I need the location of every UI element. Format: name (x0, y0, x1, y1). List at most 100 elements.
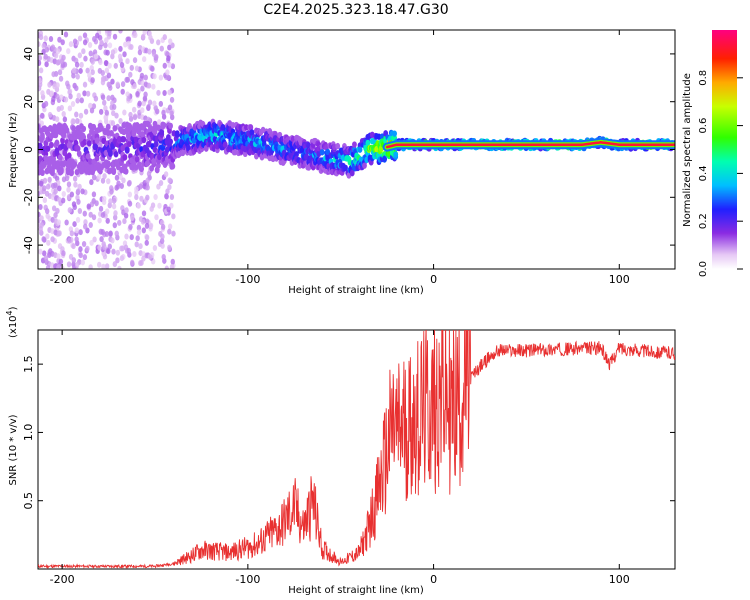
spectrogram-noise-point (169, 110, 174, 117)
spectrogram-ridge-point (249, 129, 255, 136)
spectrogram-noise-point (123, 212, 129, 219)
spectrogram-ridge-point (139, 165, 145, 173)
spectrogram-noise-point (141, 56, 147, 63)
spectrogram-noise-point (165, 74, 171, 81)
spectrogram-noise-point (145, 218, 150, 225)
spectrogram-noise-point (171, 230, 176, 237)
spectrogram-noise-point (169, 202, 174, 209)
spectrogram-noise-point (126, 247, 131, 254)
spectrogram-noise-point (60, 39, 65, 46)
spectrogram-ridge-point (222, 141, 228, 148)
spectrogram-noise-point (112, 261, 118, 268)
spectrogram-noise-point (83, 108, 89, 115)
spectrogram-noise-point (136, 202, 141, 209)
spectrogram-noise-point (51, 96, 56, 103)
colorbar-tick-label: 0.8 (698, 70, 709, 86)
spectrogram-noise-point (126, 95, 131, 102)
spectrogram-ridge-point (91, 123, 97, 131)
snr-x-tick-label: -100 (235, 573, 260, 586)
spectrogram-noise-point (79, 97, 84, 104)
snr-panel: -200 -100 0 100 0.5 1.0 1.5 Height of straight… (5, 306, 676, 596)
spectrogram-noise-point (61, 250, 66, 257)
spectrogram-noise-point (100, 211, 106, 218)
spectrogram-noise-point (144, 234, 150, 241)
spectrogram-ridge-point (319, 149, 325, 156)
spectrogram-noise-point (53, 212, 58, 219)
spectrogram-noise-point (139, 195, 144, 202)
spectrogram-ridge-point (108, 150, 113, 157)
spectrogram-noise-point (103, 42, 108, 49)
spectrogram-noise-point (77, 207, 83, 214)
spectrogram-ridge-point (121, 136, 127, 143)
spectrogram-noise-point (152, 100, 157, 107)
spectrogram-noise-point (161, 109, 166, 116)
spectrogram-noise-point (83, 55, 88, 62)
spectrogram-noise-point (157, 202, 162, 209)
spectrogram-noise-point (43, 53, 48, 60)
spectrogram-noise-point (97, 67, 103, 74)
spectrogram-noise-point (100, 177, 106, 184)
spectrogram-noise-point (145, 184, 150, 191)
spectrogram-noise-point (55, 59, 61, 66)
spectrogram-noise-point (97, 244, 102, 251)
spectrogram-noise-point (102, 243, 107, 250)
spectrogram-noise-point (115, 257, 120, 264)
spectrogram-noise-point (56, 106, 61, 113)
spectrogram-noise-point (93, 95, 99, 102)
spectrogram-noise-point (125, 58, 130, 65)
spectrogram-ridge-point (376, 133, 382, 140)
colorbar-tick-label: 0.6 (698, 118, 709, 134)
spectrogram-ridge-point (69, 169, 74, 177)
spectrogram-noise-point (54, 116, 60, 123)
spectrogram-noise-point (147, 99, 153, 106)
spectrogram-noise-point (86, 203, 91, 210)
spectrogram-noise-point (107, 62, 112, 69)
spectrogram-noise-point (111, 197, 117, 204)
spectrogram-noise-point (129, 234, 134, 241)
spectrogram-noise-point (130, 259, 135, 266)
spectrogram-noise-point (139, 72, 145, 79)
spectrogram-noise-point (75, 117, 80, 124)
spectrogram-ridge-point (59, 166, 64, 173)
spectrogram-noise-point (148, 222, 154, 229)
spectrogram-noise-point (110, 237, 115, 244)
spectrogram-ridge-point (53, 131, 59, 139)
spectrogram-noise-point (141, 33, 146, 40)
spectrogram-noise-point (44, 190, 50, 197)
spectrogram-ridge-point (64, 127, 70, 134)
spectrogram-noise-point (115, 249, 121, 256)
spectrogram-noise-point (39, 112, 45, 119)
spectrogram-noise-point (105, 217, 110, 224)
spectrogram-noise-point (165, 69, 170, 76)
spectrogram-noise-point (64, 219, 69, 226)
spectrogram-ridge-point (153, 140, 159, 148)
spectrogram-noise-point (166, 206, 171, 213)
spectrogram-noise-point (158, 179, 164, 186)
snr-y-axis-label: SNR (10 * v/v) (8, 414, 19, 485)
spectrogram-noise-point (78, 246, 83, 253)
spectrogram-y-tick-label: 40 (22, 47, 35, 61)
spectrogram-noise-point (113, 210, 118, 217)
spectrogram-noise-point (152, 73, 157, 80)
spectrogram-y-tick-label: -20 (22, 188, 35, 206)
spectrogram-noise-point (81, 240, 87, 247)
spectrogram-noise-point (167, 177, 172, 184)
spectrogram-noise-point (45, 212, 50, 219)
spectrogram-noise-point (88, 211, 93, 218)
spectrogram-noise-point (158, 100, 164, 107)
spectrogram-noise-point (129, 64, 134, 71)
spectrogram-noise-point (123, 41, 128, 48)
spectrogram-noise-point (91, 191, 97, 198)
snr-y-multiplier: (x104) (5, 306, 19, 338)
spectrogram-noise-point (156, 119, 162, 126)
spectrogram-noise-point (152, 245, 158, 252)
spectrogram-noise-point (89, 239, 94, 246)
spectrogram-ridge-point (105, 123, 111, 131)
spectrogram-ridge-point (168, 138, 174, 145)
spectrogram-noise-point (104, 60, 109, 67)
spectrogram-noise-point (72, 38, 78, 45)
spectrogram-noise-point (118, 45, 123, 52)
spectrogram-noise-point (160, 223, 166, 230)
snr-x-tick-label: 100 (609, 573, 630, 586)
spectrogram-noise-point (104, 109, 109, 116)
